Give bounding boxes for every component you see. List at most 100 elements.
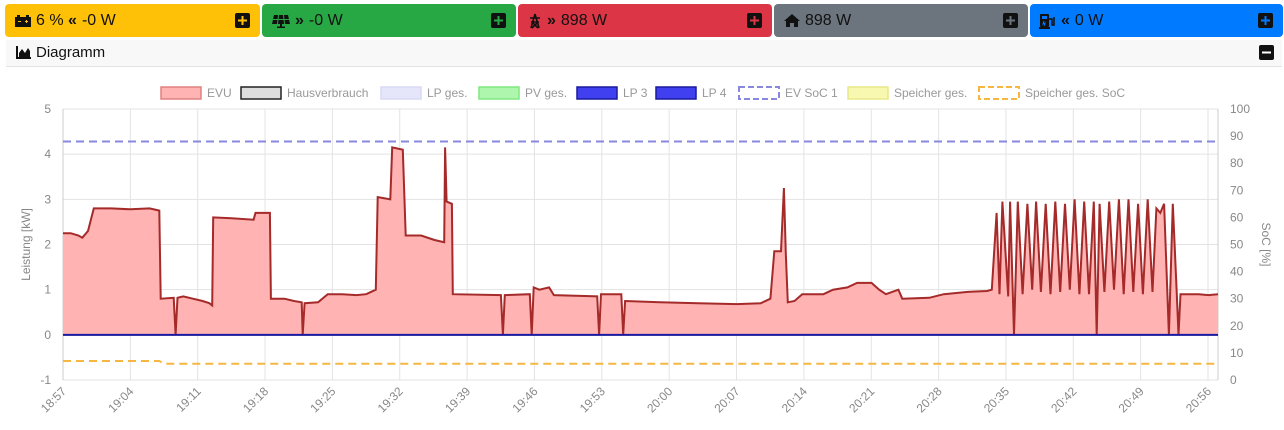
legend-label: LP ges. xyxy=(427,86,467,100)
chart-legend[interactable]: EVU Hausverbrauch LP ges. PV ges. LP 3 LP 4 EV… xyxy=(160,86,1125,100)
x-tick-label: 20:56 xyxy=(1183,384,1214,415)
x-tick-label: 20:21 xyxy=(846,384,877,415)
expand-charging-icon[interactable] xyxy=(1258,13,1273,28)
expand-pv-icon[interactable] xyxy=(491,13,506,28)
double-chevron-left-icon: « xyxy=(68,11,77,29)
legend-swatch xyxy=(847,86,889,100)
x-tick-label: 20:49 xyxy=(1116,384,1147,415)
x-tick-label: 20:00 xyxy=(644,384,675,415)
x-tick-label: 20:42 xyxy=(1048,384,1079,415)
grid-power: 898 W xyxy=(560,11,608,29)
y-axis-title: Leistung [kW] xyxy=(19,208,33,281)
legend-label: Speicher ges. SoC xyxy=(1025,86,1125,100)
collapse-icon[interactable] xyxy=(1259,45,1274,60)
evu-area xyxy=(63,147,1218,335)
legend-item[interactable]: EV SoC 1 xyxy=(738,86,838,100)
power-tower-icon xyxy=(527,13,543,29)
y2-tick-label: 50 xyxy=(1230,238,1244,252)
pv-power: -0 W xyxy=(308,11,343,29)
y-tick-label: 0 xyxy=(44,328,51,342)
home-icon xyxy=(783,13,801,28)
x-tick-label: 20:28 xyxy=(914,384,945,415)
legend-label: LP 4 xyxy=(702,86,727,100)
grid-tile[interactable]: » 898 W xyxy=(518,4,772,37)
x-tick-label: 19:18 xyxy=(240,384,271,415)
x-tick-label: 19:11 xyxy=(173,384,204,415)
y2-axis-title: SoC [%] xyxy=(1259,222,1273,266)
y2-tick-label: 40 xyxy=(1230,265,1244,279)
legend-swatch xyxy=(655,86,697,100)
solar-panel-icon xyxy=(271,14,291,28)
house-power: 898 W xyxy=(805,11,852,29)
x-tick-label: 19:32 xyxy=(375,384,406,415)
legend-item[interactable]: LP ges. xyxy=(380,86,467,100)
battery-icon xyxy=(14,14,32,28)
pv-tile[interactable]: » -0 W xyxy=(262,4,516,37)
diagram-panel-header: Diagramm xyxy=(6,40,1282,67)
legend-label: Hausverbrauch xyxy=(287,86,368,100)
double-chevron-right-icon: » xyxy=(547,11,556,29)
legend-item[interactable]: PV ges. xyxy=(478,86,567,100)
x-tick-label: 18:57 xyxy=(38,384,69,415)
legend-label: LP 3 xyxy=(623,86,648,100)
y2-tick-label: 0 xyxy=(1230,373,1237,387)
legend-label: PV ges. xyxy=(525,86,567,100)
chart-series xyxy=(63,140,1219,365)
double-chevron-right-icon: » xyxy=(295,11,304,29)
y2-tick-label: 70 xyxy=(1230,183,1244,197)
x-tick-label: 19:39 xyxy=(442,384,473,415)
legend-item[interactable]: Hausverbrauch xyxy=(240,86,368,100)
house-tile[interactable]: 898 W xyxy=(774,4,1028,37)
x-tick-label: 19:53 xyxy=(577,384,608,415)
evu-line xyxy=(63,146,1219,335)
y-tick-label: 3 xyxy=(44,192,51,206)
legend-label: Speicher ges. xyxy=(894,86,967,100)
legend-item[interactable]: EVU xyxy=(160,86,232,100)
expand-grid-icon[interactable] xyxy=(747,13,762,28)
battery-soc: 6 % xyxy=(36,11,64,29)
status-tiles: 6 % « -0 W » -0 W » 898 W 898 W xyxy=(5,4,1283,37)
y-tick-label: 5 xyxy=(44,102,51,116)
y-tick-label: 4 xyxy=(44,147,51,161)
area-chart-icon xyxy=(16,45,32,64)
legend-swatch xyxy=(576,86,618,100)
legend-label: EVU xyxy=(207,86,232,100)
double-chevron-left-icon: « xyxy=(1061,11,1070,29)
legend-label: EV SoC 1 xyxy=(785,86,838,100)
expand-house-icon[interactable] xyxy=(1003,13,1018,28)
x-tick-label: 20:35 xyxy=(981,384,1012,415)
battery-power: -0 W xyxy=(81,11,116,29)
x-tick-label: 19:25 xyxy=(307,384,338,415)
y2-tick-label: 10 xyxy=(1230,346,1244,360)
y-tick-label: 1 xyxy=(44,283,51,297)
legend-swatch xyxy=(738,86,780,100)
x-tick-label: 19:46 xyxy=(509,384,540,415)
legend-swatch xyxy=(978,86,1020,100)
x-tick-label: 20:14 xyxy=(779,384,810,415)
charging-power: 0 W xyxy=(1074,11,1104,29)
x-tick-label: 19:04 xyxy=(105,384,136,415)
y-tick-label: 2 xyxy=(44,238,51,252)
legend-swatch xyxy=(240,86,282,100)
legend-swatch xyxy=(380,86,422,100)
y2-tick-label: 30 xyxy=(1230,292,1244,306)
y2-tick-label: 90 xyxy=(1230,129,1244,143)
legend-item[interactable]: Speicher ges. xyxy=(847,86,967,100)
charging-station-icon xyxy=(1039,13,1057,29)
legend-item[interactable]: LP 3 xyxy=(576,86,648,100)
charging-tile[interactable]: « 0 W xyxy=(1030,4,1283,37)
y2-tick-label: 20 xyxy=(1230,319,1244,333)
speicher-soc-line xyxy=(63,360,1218,365)
legend-item[interactable]: LP 4 xyxy=(655,86,727,100)
legend-item[interactable]: Speicher ges. SoC xyxy=(978,86,1125,100)
panel-title: Diagramm xyxy=(36,44,106,61)
y2-tick-label: 80 xyxy=(1230,156,1244,170)
y2-tick-label: 100 xyxy=(1230,102,1250,116)
y2-tick-label: 60 xyxy=(1230,210,1244,224)
legend-swatch xyxy=(160,86,202,100)
legend-swatch xyxy=(478,86,520,100)
battery-tile[interactable]: 6 % « -0 W xyxy=(5,4,260,37)
expand-battery-icon[interactable] xyxy=(235,13,250,28)
y-tick-label: -1 xyxy=(40,373,51,387)
